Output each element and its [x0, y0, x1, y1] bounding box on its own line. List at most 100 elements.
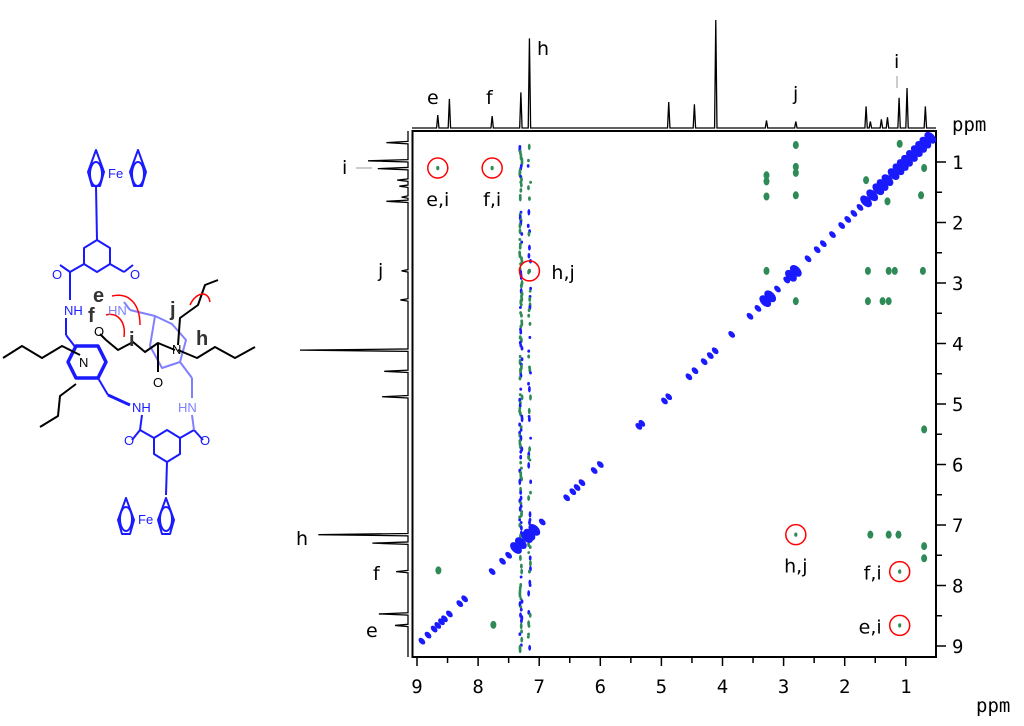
- x-tick-label: 2: [839, 676, 850, 698]
- top-spectrum-trace: [412, 19, 936, 129]
- noise-point: [518, 393, 522, 397]
- noise-point: [529, 490, 532, 495]
- noise-point: [527, 590, 531, 597]
- diagonal-peak: [569, 488, 577, 496]
- atom-o: O: [94, 324, 104, 339]
- cross-peak: [794, 532, 798, 537]
- atom-hn-mid: HN: [108, 303, 127, 318]
- noise-point: [519, 182, 523, 188]
- diagonal-peak: [813, 246, 821, 254]
- annotation-label: h,j: [551, 262, 574, 284]
- noise-point: [528, 569, 531, 574]
- noise-point: [528, 321, 532, 326]
- noise-point: [526, 164, 530, 168]
- noise-point: [528, 612, 532, 618]
- noise-point: [528, 511, 532, 518]
- proton-label-e: e: [93, 285, 104, 307]
- cross-peak: [898, 569, 902, 574]
- cross-peak: [527, 268, 532, 274]
- noise-point: [520, 394, 524, 401]
- left-label-j: j: [377, 260, 383, 282]
- noise-point: [519, 607, 523, 612]
- noise-point: [529, 286, 533, 291]
- diagonal-peak: [804, 255, 812, 263]
- left-label-e: e: [366, 620, 378, 642]
- x-tick-label: 4: [717, 676, 728, 698]
- noise-point: [518, 245, 522, 250]
- diagonal-peak: [590, 467, 598, 474]
- diagonal-peak: [441, 615, 448, 623]
- diagonal-peak: [446, 610, 453, 618]
- noise-point: [527, 454, 530, 460]
- noise-point: [520, 313, 523, 318]
- y-tick-label: 8: [952, 576, 963, 598]
- noise-point: [529, 436, 533, 440]
- cross-peak: [763, 177, 770, 186]
- noise-point: [518, 411, 522, 416]
- noise-point: [518, 478, 522, 486]
- noise-point: [519, 490, 523, 495]
- noise-point: [518, 354, 522, 359]
- noise-point: [527, 462, 531, 469]
- atom-o: O: [200, 433, 210, 448]
- cross-peak: [921, 554, 928, 563]
- diagonal-peaks: [418, 131, 937, 645]
- annotation-label: f,i: [864, 563, 882, 585]
- noise-point: [519, 188, 523, 193]
- noise-point: [520, 346, 524, 351]
- diagonal-peak: [829, 231, 836, 238]
- noise-point: [527, 349, 531, 353]
- noise-point: [526, 223, 530, 228]
- noise-point: [527, 381, 530, 386]
- noise-point: [528, 289, 532, 293]
- y-tick-label: 6: [952, 455, 963, 477]
- y-tick-label: 1: [952, 152, 963, 174]
- noise-point: [518, 237, 522, 241]
- noise-point: [519, 554, 522, 562]
- noise-point: [528, 244, 531, 251]
- noise-point: [519, 282, 523, 289]
- y-tick-label: 5: [952, 394, 963, 416]
- x-tick-label: 9: [411, 676, 422, 698]
- diagonal-peak: [538, 518, 546, 526]
- noise-point: [518, 515, 522, 519]
- diagonal-peak: [528, 523, 541, 536]
- top-1d-spectrum: [412, 19, 936, 129]
- diagonal-peak: [488, 568, 496, 575]
- noise-point: [528, 583, 532, 587]
- cross-peak: [763, 171, 770, 180]
- noise-point: [518, 632, 522, 637]
- noise-point: [528, 196, 531, 201]
- diagonal-peak: [499, 557, 506, 565]
- left-label-i: i: [342, 157, 347, 179]
- noise-point: [528, 446, 532, 453]
- noise-point: [518, 195, 522, 202]
- noise-point: [518, 439, 522, 443]
- diagonal-peak: [728, 331, 736, 338]
- diagonal-peak: [819, 240, 827, 248]
- cross-peak: [921, 164, 928, 173]
- cross-peak: [792, 297, 799, 306]
- y-tick-label: 9: [952, 636, 963, 658]
- cross-peak: [918, 191, 925, 200]
- noise-point: [527, 632, 530, 636]
- annotation-label: h,j: [784, 556, 807, 578]
- cross-peak: [891, 266, 898, 275]
- annotation-label: e,i: [426, 189, 449, 211]
- diagonal-peak: [596, 461, 604, 468]
- noise-point: [519, 329, 523, 335]
- noise-point: [527, 158, 530, 163]
- t1-noise-streaks: [518, 143, 533, 654]
- guest-axle: [2, 279, 256, 428]
- left-1d-spectrum: [299, 131, 409, 657]
- annotation-circle: [518, 260, 541, 282]
- annotation-circle: [785, 523, 807, 546]
- annotation-circle: [888, 560, 911, 583]
- atom-hn-bottom: HN: [178, 400, 197, 415]
- diagonal-peak: [685, 373, 693, 381]
- y-tick-label: 4: [952, 334, 963, 356]
- atom-o: O: [52, 267, 62, 282]
- noise-point: [528, 520, 531, 526]
- top-label-f: f: [486, 87, 494, 109]
- diagonal-peak: [711, 347, 719, 355]
